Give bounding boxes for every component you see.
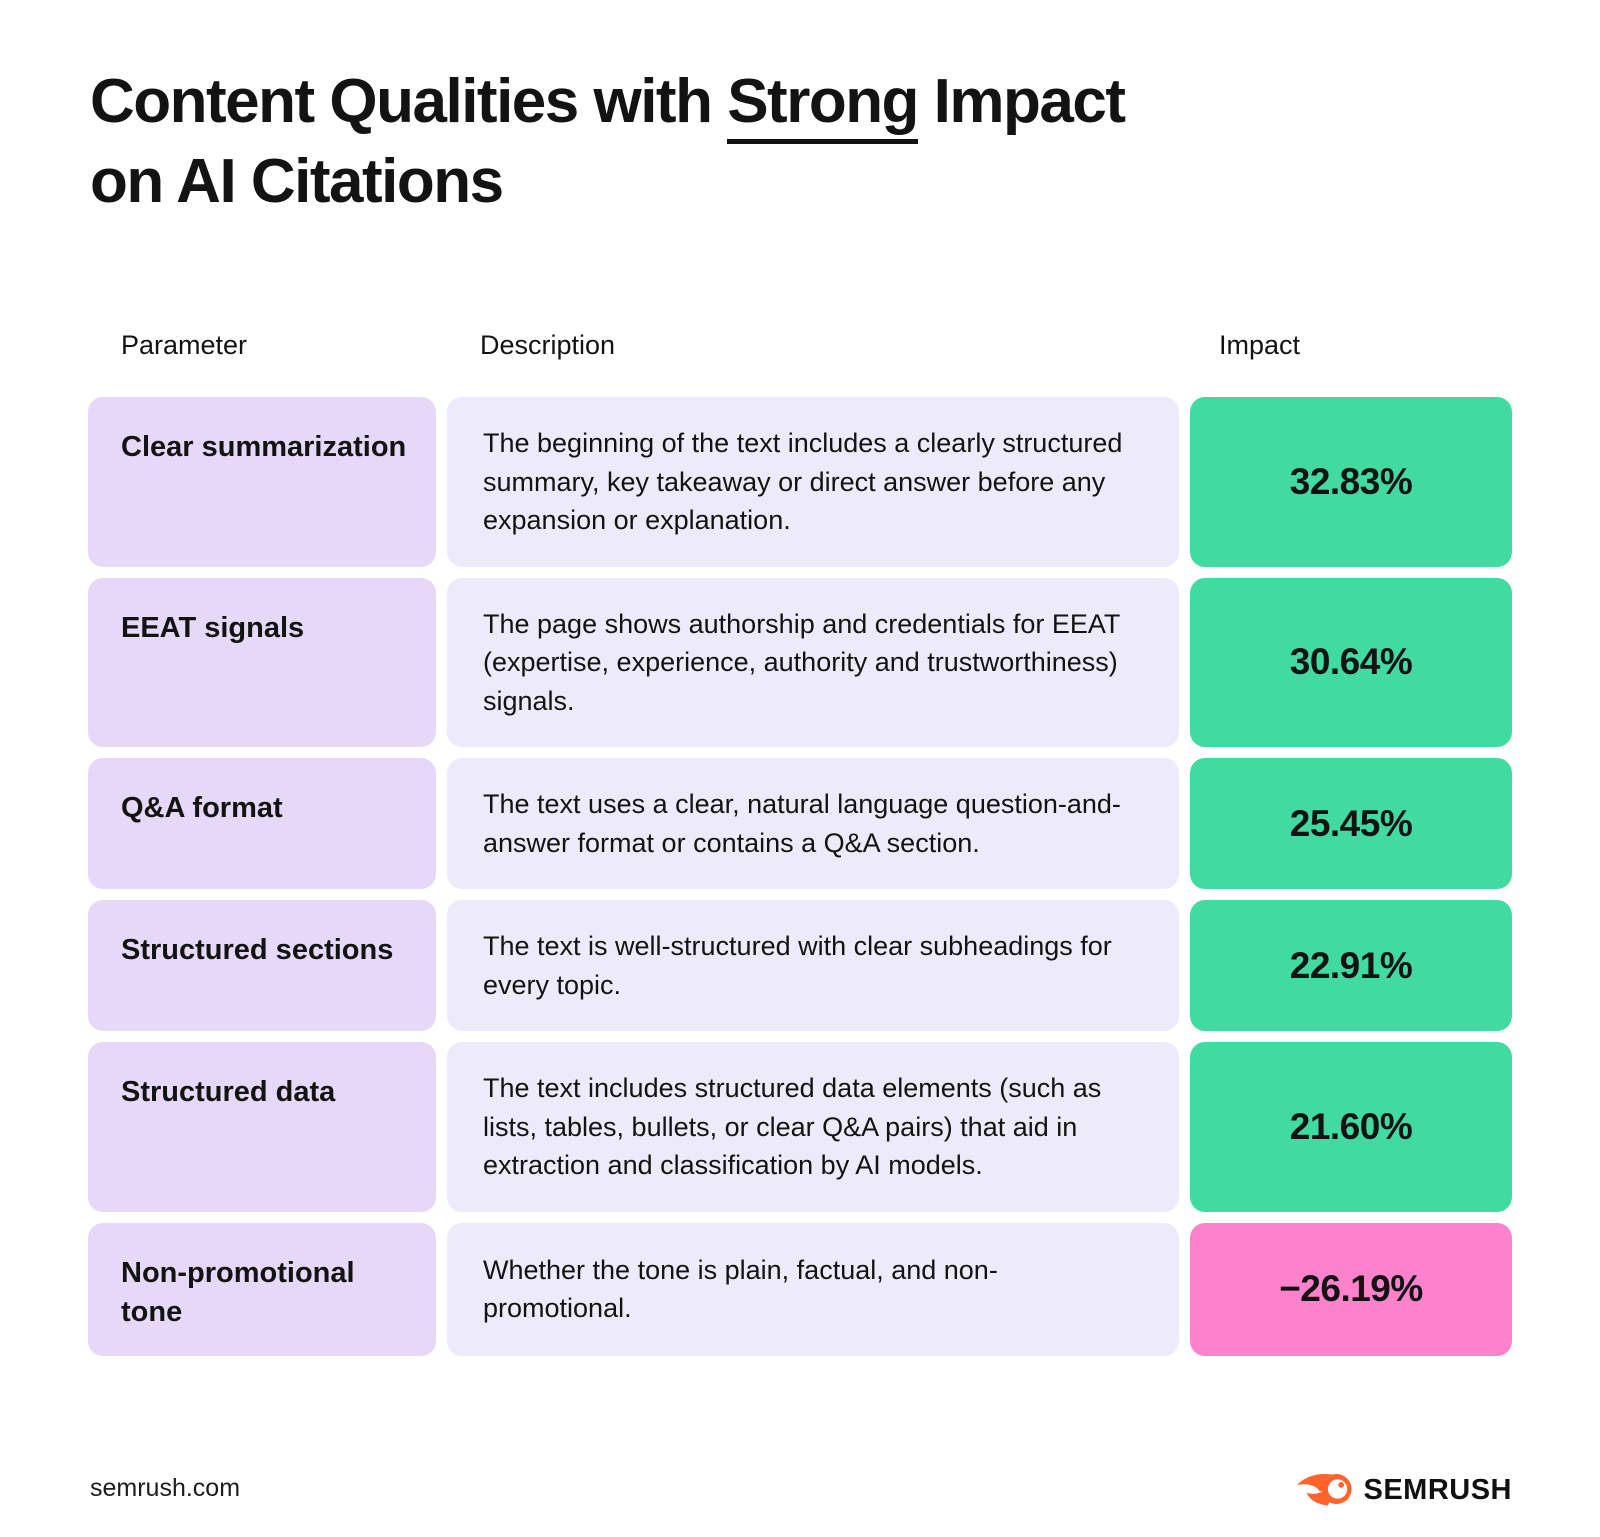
title-suffix: Impact bbox=[917, 67, 1126, 136]
impact-table: Parameter Description Impact Clear summa… bbox=[88, 330, 1512, 1367]
column-header-impact: Impact bbox=[1219, 330, 1301, 360]
parameter-cell: Structured data bbox=[88, 1042, 436, 1212]
footer-site-url: semrush.com bbox=[90, 1474, 241, 1502]
description-text: The text includes structured data elemen… bbox=[483, 1073, 1102, 1180]
impact-value-badge: 30.64% bbox=[1190, 577, 1512, 747]
description-cell: The text includes structured data elemen… bbox=[447, 1042, 1179, 1212]
parameter-cell: Clear summarization bbox=[88, 397, 436, 567]
impact-value-badge: 25.45% bbox=[1190, 758, 1512, 889]
description-text: The text is well-structured with clear s… bbox=[483, 931, 1112, 1000]
column-header-parameter: Parameter bbox=[121, 330, 248, 360]
description-cell: The text uses a clear, natural language … bbox=[447, 758, 1179, 889]
description-text: The beginning of the text includes a cle… bbox=[483, 428, 1123, 535]
table-row: Structured data The text includes struct… bbox=[88, 1042, 1512, 1212]
page-title: Content Qualities with Strong Impact on A… bbox=[90, 64, 1490, 221]
parameter-cell: Structured sections bbox=[88, 900, 436, 1031]
description-cell: The text is well-structured with clear s… bbox=[447, 900, 1179, 1031]
parameter-cell: Non-promotional tone bbox=[88, 1222, 436, 1356]
impact-value-badge: −26.19% bbox=[1190, 1222, 1512, 1356]
semrush-wordmark: SEMRUSH bbox=[1363, 1473, 1512, 1506]
impact-value-badge: 22.91% bbox=[1190, 900, 1512, 1031]
impact-value-badge: 32.83% bbox=[1190, 397, 1512, 567]
table-row: Clear summarization The beginning of the… bbox=[88, 397, 1512, 567]
column-header-description: Description bbox=[480, 330, 616, 360]
description-cell: The beginning of the text includes a cle… bbox=[447, 397, 1179, 567]
description-text: Whether the tone is plain, factual, and … bbox=[483, 1254, 998, 1324]
description-cell: Whether the tone is plain, factual, and … bbox=[447, 1222, 1179, 1356]
table-row: Q&A format The text uses a clear, natura… bbox=[88, 758, 1512, 889]
title-line2: on AI Citations bbox=[90, 147, 504, 217]
description-cell: The page shows authorship and credential… bbox=[447, 577, 1179, 747]
table-row: Non-promotional tone Whether the tone is… bbox=[88, 1222, 1512, 1356]
table-header-row: Parameter Description Impact bbox=[88, 330, 1512, 361]
description-text: The page shows authorship and credential… bbox=[483, 608, 1120, 716]
parameter-cell: Q&A format bbox=[88, 758, 436, 889]
title-prefix: Content Qualities with bbox=[90, 67, 728, 136]
semrush-comet-icon bbox=[1297, 1474, 1353, 1506]
table-row: EEAT signals The page shows authorship a… bbox=[88, 577, 1512, 747]
description-text: The text uses a clear, natural language … bbox=[483, 789, 1121, 858]
title-emphasis-underlined: Strong bbox=[727, 69, 919, 145]
parameter-cell: EEAT signals bbox=[88, 577, 436, 747]
semrush-logo: SEMRUSH bbox=[1296, 1468, 1512, 1512]
table-row: Structured sections The text is well-str… bbox=[88, 900, 1512, 1031]
impact-value-badge: 21.60% bbox=[1190, 1042, 1512, 1212]
